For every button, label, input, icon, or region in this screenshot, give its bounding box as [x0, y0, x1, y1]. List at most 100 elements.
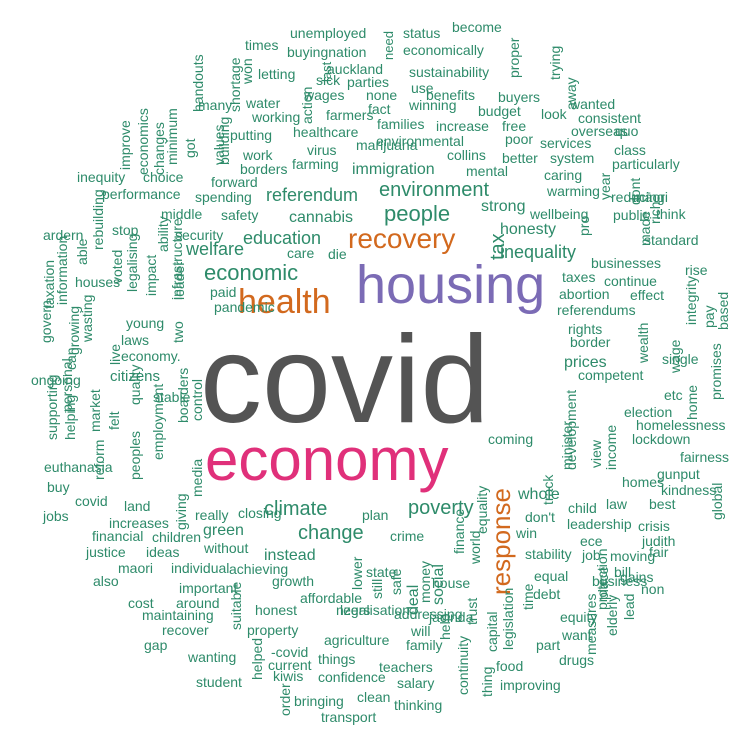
cloud-word: inequity [77, 169, 126, 185]
cloud-word: trying [547, 45, 563, 80]
cloud-word: need [381, 31, 396, 60]
cloud-word: think [656, 206, 686, 222]
cloud-word: performance [102, 186, 181, 202]
cloud-word: wasting [79, 294, 95, 342]
cloud-word: bill [614, 564, 632, 580]
cloud-word: poor [505, 131, 534, 147]
cloud-word: public [613, 207, 650, 223]
cloud-word: financial [92, 528, 144, 544]
cloud-word: wealth [635, 322, 651, 363]
cloud-word: young [126, 315, 165, 331]
cloud-word: thinking [394, 697, 443, 713]
cloud-word: quality [127, 364, 143, 405]
word-housing: housing [356, 255, 546, 315]
cloud-word: gunput [657, 466, 700, 482]
cloud-word: property [247, 622, 299, 638]
cloud-word: job [582, 547, 601, 563]
cloud-word: buyingnation [287, 44, 367, 60]
cloud-word: sustainability [409, 64, 490, 80]
cloud-word: paid [210, 284, 237, 300]
cloud-word: reducing [611, 189, 665, 205]
cloud-word: collins [447, 147, 486, 163]
cloud-word: thing [479, 666, 495, 697]
cloud-word: media [189, 458, 205, 497]
cloud-word: gap [144, 637, 168, 653]
cloud-word: improve [117, 120, 133, 170]
cloud-word: lower [349, 556, 365, 590]
cloud-word: state [366, 564, 397, 580]
cloud-word: overseas [571, 123, 628, 139]
cloud-word: inequality [500, 242, 577, 262]
cloud-word: leadership [567, 516, 632, 532]
cloud-word: fairness [680, 449, 730, 465]
cloud-word: kindness [661, 482, 717, 498]
cloud-word: change [298, 522, 364, 544]
cloud-word: law [606, 496, 628, 512]
cloud-word: non [641, 581, 665, 597]
cloud-word: economic [204, 260, 299, 285]
cloud-word: salary [397, 675, 435, 691]
cloud-word: times [245, 37, 279, 53]
cloud-word: water [246, 95, 281, 111]
cloud-word: help [437, 613, 453, 640]
cloud-word: competent [578, 367, 644, 383]
cloud-word: recover [162, 622, 209, 638]
cloud-word: teachers [379, 659, 433, 675]
cloud-word: marijuana [356, 137, 418, 153]
cloud-word: euthanasia [44, 459, 113, 475]
cloud-word: control [189, 378, 205, 421]
cloud-word: sick [316, 72, 341, 88]
cloud-word: better [502, 150, 538, 166]
cloud-word: working [252, 109, 301, 125]
cloud-word: wanted [570, 96, 616, 112]
cloud-word: trust [464, 597, 480, 625]
cloud-word: legislation [500, 587, 516, 650]
cloud-word: without [204, 540, 249, 556]
cloud-word: environmental [376, 133, 464, 149]
cloud-word: affordable [300, 590, 363, 606]
cloud-word: honest [255, 602, 298, 618]
cloud-word: elderly [604, 594, 620, 636]
cloud-word: rights [568, 321, 603, 337]
cloud-word: green [203, 522, 244, 539]
cloud-word: food [496, 658, 524, 674]
cloud-word: die [328, 246, 347, 262]
cloud-word: still [369, 578, 385, 599]
cloud-word: pandemic [214, 299, 275, 315]
cloud-word: immigration [352, 161, 435, 178]
word-covid: covid [200, 311, 490, 449]
cloud-word: caring [544, 167, 583, 183]
cloud-word: healthcare [293, 124, 359, 140]
cloud-word: look [541, 106, 567, 122]
cloud-word: forward [211, 174, 258, 190]
cloud-word: economically [403, 42, 484, 58]
cloud-word: work [243, 147, 273, 163]
cloud-word: honesty [500, 221, 557, 238]
cloud-word: care [287, 245, 315, 261]
cloud-word: around [176, 595, 220, 611]
cloud-word: buy [47, 479, 70, 495]
cloud-word: ardern [43, 227, 84, 243]
cloud-word: nzers [336, 602, 371, 618]
cloud-word: leader [171, 261, 187, 300]
cloud-word: jacinda [429, 609, 474, 625]
cloud-word: will [411, 623, 431, 639]
cloud-word: education [243, 228, 322, 248]
cloud-word: -covid [271, 644, 309, 660]
cloud-word: winning [409, 97, 457, 113]
cloud-word: borders [240, 161, 288, 177]
cloud-word: single [662, 351, 699, 367]
cloud-word: welfare [186, 239, 245, 259]
cloud-word: climate [264, 498, 328, 520]
cloud-word: felt [106, 411, 122, 430]
cloud-word: class [614, 142, 646, 158]
cloud-word: particularly [612, 156, 680, 172]
cloud-word: supporting [44, 374, 60, 440]
cloud-word: best [649, 496, 676, 512]
cloud-word: land [124, 498, 151, 514]
cloud-word: important [179, 580, 238, 596]
cloud-word: bringing [294, 693, 344, 709]
cloud-word: spending [195, 189, 252, 205]
cloud-word: ece [580, 533, 603, 549]
